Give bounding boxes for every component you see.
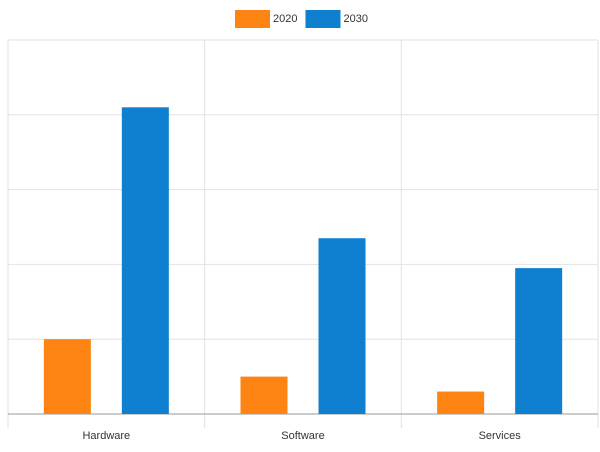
legend-swatch [305,10,341,28]
bar [437,391,485,414]
bar [43,339,91,414]
bar [318,238,366,414]
x-tick-label: Services [479,430,522,442]
x-tick-label: Software [281,430,324,442]
bar [121,107,169,414]
bar [240,376,288,414]
legend-label: 2020 [273,13,297,25]
bar [515,268,563,414]
legend-swatch [235,10,270,28]
legend-label: 2030 [343,13,367,25]
x-tick-label: Hardware [82,430,130,442]
